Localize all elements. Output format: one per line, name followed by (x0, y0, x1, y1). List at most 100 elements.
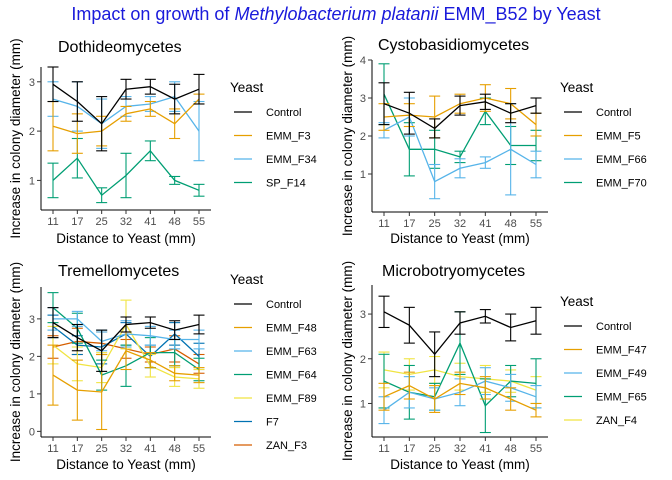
legend-label: ZAN_F4 (596, 415, 637, 427)
series-line (52, 349, 200, 393)
x-axis-label: Distance to Yeast (mm) (56, 457, 196, 472)
y-tick-label: 0 (29, 426, 35, 438)
panel-title: Microbotryomycetes (382, 263, 525, 280)
legend-title: Yeast (230, 272, 264, 287)
legend-label: EMM_F63 (266, 346, 317, 358)
legend-label: EMM_F64 (266, 370, 317, 382)
y-axis-label: Increase in colony diameter (mm) (340, 36, 355, 236)
x-tick-label: 17 (71, 443, 83, 455)
x-tick-label: 41 (479, 218, 491, 230)
legend-title: Yeast (230, 80, 264, 95)
y-tick-label: 2 (360, 354, 366, 366)
title-species: Methylobacterium platanii (234, 4, 439, 24)
legend-label: F7 (266, 417, 279, 429)
y-tick-label: 2 (29, 126, 35, 138)
x-tick-label: 17 (403, 218, 415, 230)
series-emm_f65 (378, 311, 542, 434)
y-axis-label: Increase in colony diameter (mm) (8, 262, 23, 462)
x-tick-label: 11 (378, 218, 389, 230)
x-tick-label: 25 (429, 443, 441, 455)
series-line (52, 83, 200, 125)
legend-label: EMM_F89 (266, 393, 317, 405)
x-tick-label: 11 (47, 216, 58, 228)
x-tick-label: 11 (378, 443, 389, 455)
x-tick-label: 41 (144, 443, 156, 455)
x-tick-label: 55 (530, 218, 542, 230)
x-tick-label: 11 (47, 443, 58, 455)
series-emm_f47 (378, 371, 542, 418)
panel-title: Dothideomycetes (58, 39, 182, 56)
x-tick-label: 32 (120, 443, 132, 455)
legend-label: EMM_F70 (596, 178, 647, 190)
y-tick-label: 4 (360, 55, 366, 67)
y-tick-label: 3 (360, 309, 366, 321)
series-line (52, 98, 200, 135)
x-tick-label: 25 (429, 218, 441, 230)
x-tick-label: 41 (479, 443, 491, 455)
legend-title: Yeast (560, 294, 594, 309)
x-tick-label: 41 (144, 216, 156, 228)
x-tick-label: 25 (96, 216, 108, 228)
x-axis-label: Distance to Yeast (mm) (390, 231, 530, 246)
series-control (47, 66, 205, 152)
y-tick-label: 1 (29, 389, 35, 401)
x-tick-label: 48 (505, 218, 517, 230)
y-tick-label: 1 (29, 175, 35, 187)
x-tick-label: 55 (193, 443, 205, 455)
panel-1: Cystobasidiomycetes 1 2 3 4 11 17 25 32 41 48 55Dis… (340, 36, 647, 246)
x-axis-label: Distance to Yeast (mm) (390, 457, 530, 472)
panel-2: Tremellomycetes 0 1 2 3 11 17 25 32 41 48 55 Distanc… (8, 262, 317, 472)
legend-label: EMM_F49 (596, 368, 647, 380)
legend-label: Control (596, 321, 631, 333)
x-tick-label: 17 (71, 216, 83, 228)
y-tick-label: 3 (360, 93, 366, 105)
legend-label: Control (266, 299, 301, 311)
x-tick-label: 17 (403, 443, 415, 455)
y-tick-label: 2 (29, 351, 35, 363)
panel-title: Cystobasidiomycetes (378, 37, 529, 54)
series-emm_f48 (47, 331, 205, 431)
x-tick-label: 32 (120, 216, 132, 228)
legend-label: EMM_F47 (596, 345, 647, 357)
x-tick-label: 25 (96, 443, 108, 455)
legend-label: Control (596, 107, 631, 119)
legend-title: Yeast (560, 80, 594, 95)
series-control (47, 307, 205, 372)
x-axis-label: Distance to Yeast (mm) (56, 231, 196, 246)
legend-label: EMM_F5 (596, 131, 641, 143)
y-tick-label: 1 (360, 398, 366, 410)
figure-title: Impact on growth of Methylobacterium pla… (0, 4, 672, 25)
x-tick-label: 55 (530, 443, 542, 455)
y-tick-label: 3 (29, 77, 35, 89)
x-tick-label: 48 (169, 443, 181, 455)
series-control (378, 82, 542, 139)
panel-3: Microbotryomycetes 1 2 3 11 17 25 32 41 48 55Dista… (340, 261, 647, 472)
series-line (383, 382, 537, 411)
panel-0: Dothideomycetes 1 2 3 11 17 25 32 41 48 55 Distance… (8, 38, 317, 246)
series-sp_f14 (47, 137, 205, 204)
series-line (383, 101, 537, 130)
legend-label: EMM_F48 (266, 323, 317, 335)
legend-label: SP_F14 (266, 178, 306, 190)
x-tick-label: 48 (169, 216, 181, 228)
x-tick-label: 32 (454, 218, 466, 230)
title-prefix: Impact on growth of (71, 4, 235, 24)
y-tick-label: 3 (29, 314, 35, 326)
y-axis-label: Increase in colony diameter (mm) (340, 261, 355, 461)
title-suffix: EMM_B52 by Yeast (438, 4, 601, 24)
legend-label: EMM_F3 (266, 131, 311, 143)
legend-label: ZAN_F3 (266, 440, 307, 452)
series-line (52, 321, 200, 352)
y-tick-label: 1 (360, 169, 366, 181)
legend-label: EMM_F66 (596, 154, 647, 166)
series-line (383, 311, 537, 356)
legend-label: Control (266, 107, 301, 119)
y-tick-label: 2 (360, 131, 366, 143)
panel-title: Tremellomycetes (58, 263, 179, 280)
x-tick-label: 48 (505, 443, 517, 455)
